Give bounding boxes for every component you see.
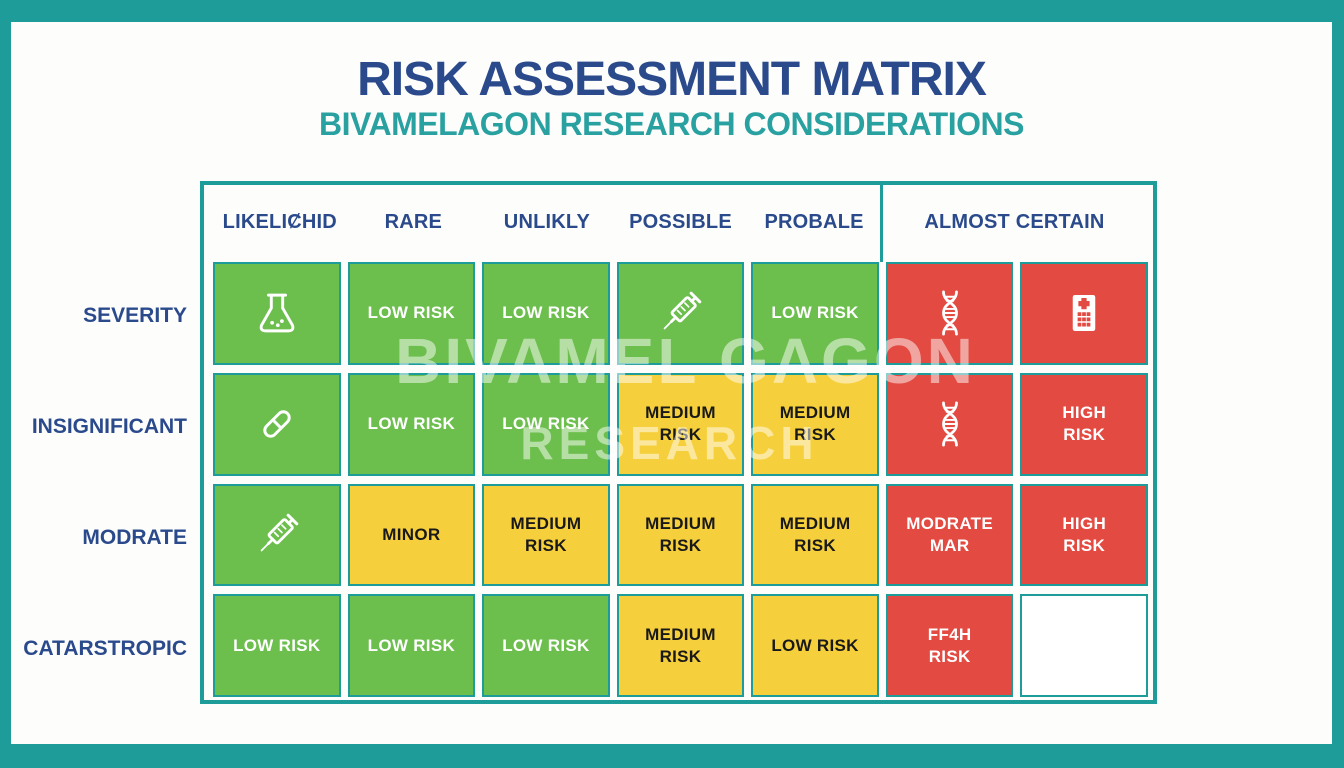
dna-icon — [924, 287, 976, 339]
column-group-divider — [880, 185, 883, 262]
matrix-cell-r2-c4: MEDIUM RISK — [616, 372, 745, 476]
syringe-icon — [249, 507, 305, 563]
column-header-6: ALMOST CERTAIN — [924, 210, 1105, 233]
cell-label: LOW RISK — [771, 635, 859, 655]
matrix-cell-r2-c2: LOW RISK — [347, 372, 476, 476]
page-subtitle: BIVAMELAGON RESEARCH CONSIDERATIONS — [319, 106, 1024, 142]
matrix-cell-r4-c4: MEDIUM RISK — [616, 594, 745, 697]
row-header-2: INSIGNIFICANT — [31, 415, 187, 438]
matrix-cell-r1-c3: LOW RISK — [482, 262, 610, 365]
syringe-icon — [652, 285, 708, 341]
cell-label: MEDIUM RISK — [779, 513, 851, 555]
matrix-cell-r1-c4 — [616, 262, 745, 365]
matrix-cell-r3-c6: MODRATE MAR — [885, 483, 1014, 587]
cell-label: MEDIUM RISK — [779, 403, 851, 445]
column-header-5: PROBALE — [764, 210, 864, 233]
matrix-cell-grid: LOW RISK LOW RISK LOW RISK LOW RISK LOW RISK… — [213, 262, 1148, 697]
capsule-icon — [252, 399, 302, 449]
matrix-cell-r3-c4: MEDIUM RISK — [616, 483, 745, 587]
cell-label: HIGH RISK — [1062, 403, 1107, 445]
matrix-cell-r1-c5: LOW RISK — [751, 262, 879, 365]
cell-label: MINOR — [382, 524, 441, 544]
cell-label: LOW RISK — [367, 303, 456, 323]
matrix-cell-r1-c7 — [1020, 262, 1148, 365]
cell-label: MEDIUM RISK — [645, 624, 716, 666]
row-header-4: CATARSTROPIC — [23, 637, 187, 660]
matrix-cell-r2-c7: HIGH RISK — [1020, 372, 1148, 476]
matrix-cell-r3-c1 — [213, 483, 341, 587]
row-header-3: MODRATE — [82, 526, 187, 549]
column-header-2: RARE — [384, 210, 443, 233]
matrix-cell-r4-c5: LOW RISK — [751, 594, 879, 697]
cell-label: FF4H RISK — [927, 624, 972, 666]
hospital-icon — [1060, 289, 1108, 337]
cell-label: LOW RISK — [502, 303, 590, 323]
column-header-4: POSSIBLE — [629, 210, 732, 233]
cell-label: MEDIUM RISK — [645, 513, 716, 555]
matrix-cell-r1-c1 — [213, 262, 341, 365]
matrix-cell-r4-c3: LOW RISK — [482, 594, 610, 697]
infographic-canvas: RISK ASSESSMENT MATRIX BIVAMELAGON RESEA… — [11, 22, 1332, 744]
matrix-cell-r4-c7 — [1020, 594, 1148, 697]
cell-label: MODRATE MAR — [906, 513, 994, 555]
risk-matrix-table: LIKELIȻHID RARE UNLIKLY POSSIBLE PROBALE ALMO… — [200, 181, 1157, 704]
matrix-cell-r3-c7: HIGH RISK — [1020, 483, 1148, 587]
matrix-cell-r3-c2: MINOR — [347, 483, 476, 587]
column-header-3: UNLIKLY — [503, 210, 591, 233]
flask-icon — [251, 287, 303, 339]
cell-label: LOW RISK — [367, 414, 456, 434]
matrix-cell-r4-c2: LOW RISK — [347, 594, 476, 697]
matrix-cell-r3-c5: MEDIUM RISK — [751, 483, 879, 587]
matrix-cell-r1-c2: LOW RISK — [347, 262, 476, 365]
cell-label: MEDIUM RISK — [645, 403, 716, 445]
cell-label: MEDIUM RISK — [510, 513, 582, 555]
cell-label: LOW RISK — [502, 635, 590, 655]
matrix-header-row: LIKELIȻHID RARE UNLIKLY POSSIBLE PROBALE ALMO… — [213, 185, 1148, 259]
matrix-cell-r4-c1: LOW RISK — [213, 594, 341, 697]
matrix-cell-r1-c6 — [885, 262, 1014, 365]
column-header-1: LIKELIȻHID — [222, 210, 337, 233]
cell-label: LOW RISK — [502, 414, 590, 434]
matrix-cell-r4-c6: FF4H RISK — [885, 594, 1014, 697]
matrix-cell-r2-c5: MEDIUM RISK — [751, 372, 879, 476]
matrix-cell-r2-c6 — [885, 372, 1014, 476]
page-title: RISK ASSESSMENT MATRIX — [357, 53, 987, 106]
cell-label: LOW RISK — [367, 635, 456, 655]
cell-label: HIGH RISK — [1062, 513, 1107, 555]
matrix-cell-r2-c1 — [213, 372, 341, 476]
dna-icon — [924, 398, 976, 450]
cell-label: LOW RISK — [233, 635, 321, 655]
matrix-cell-r3-c3: MEDIUM RISK — [482, 483, 610, 587]
matrix-cell-r2-c3: LOW RISK — [482, 372, 610, 476]
row-header-1: SEVERITY — [83, 304, 187, 327]
cell-label: LOW RISK — [771, 303, 859, 323]
